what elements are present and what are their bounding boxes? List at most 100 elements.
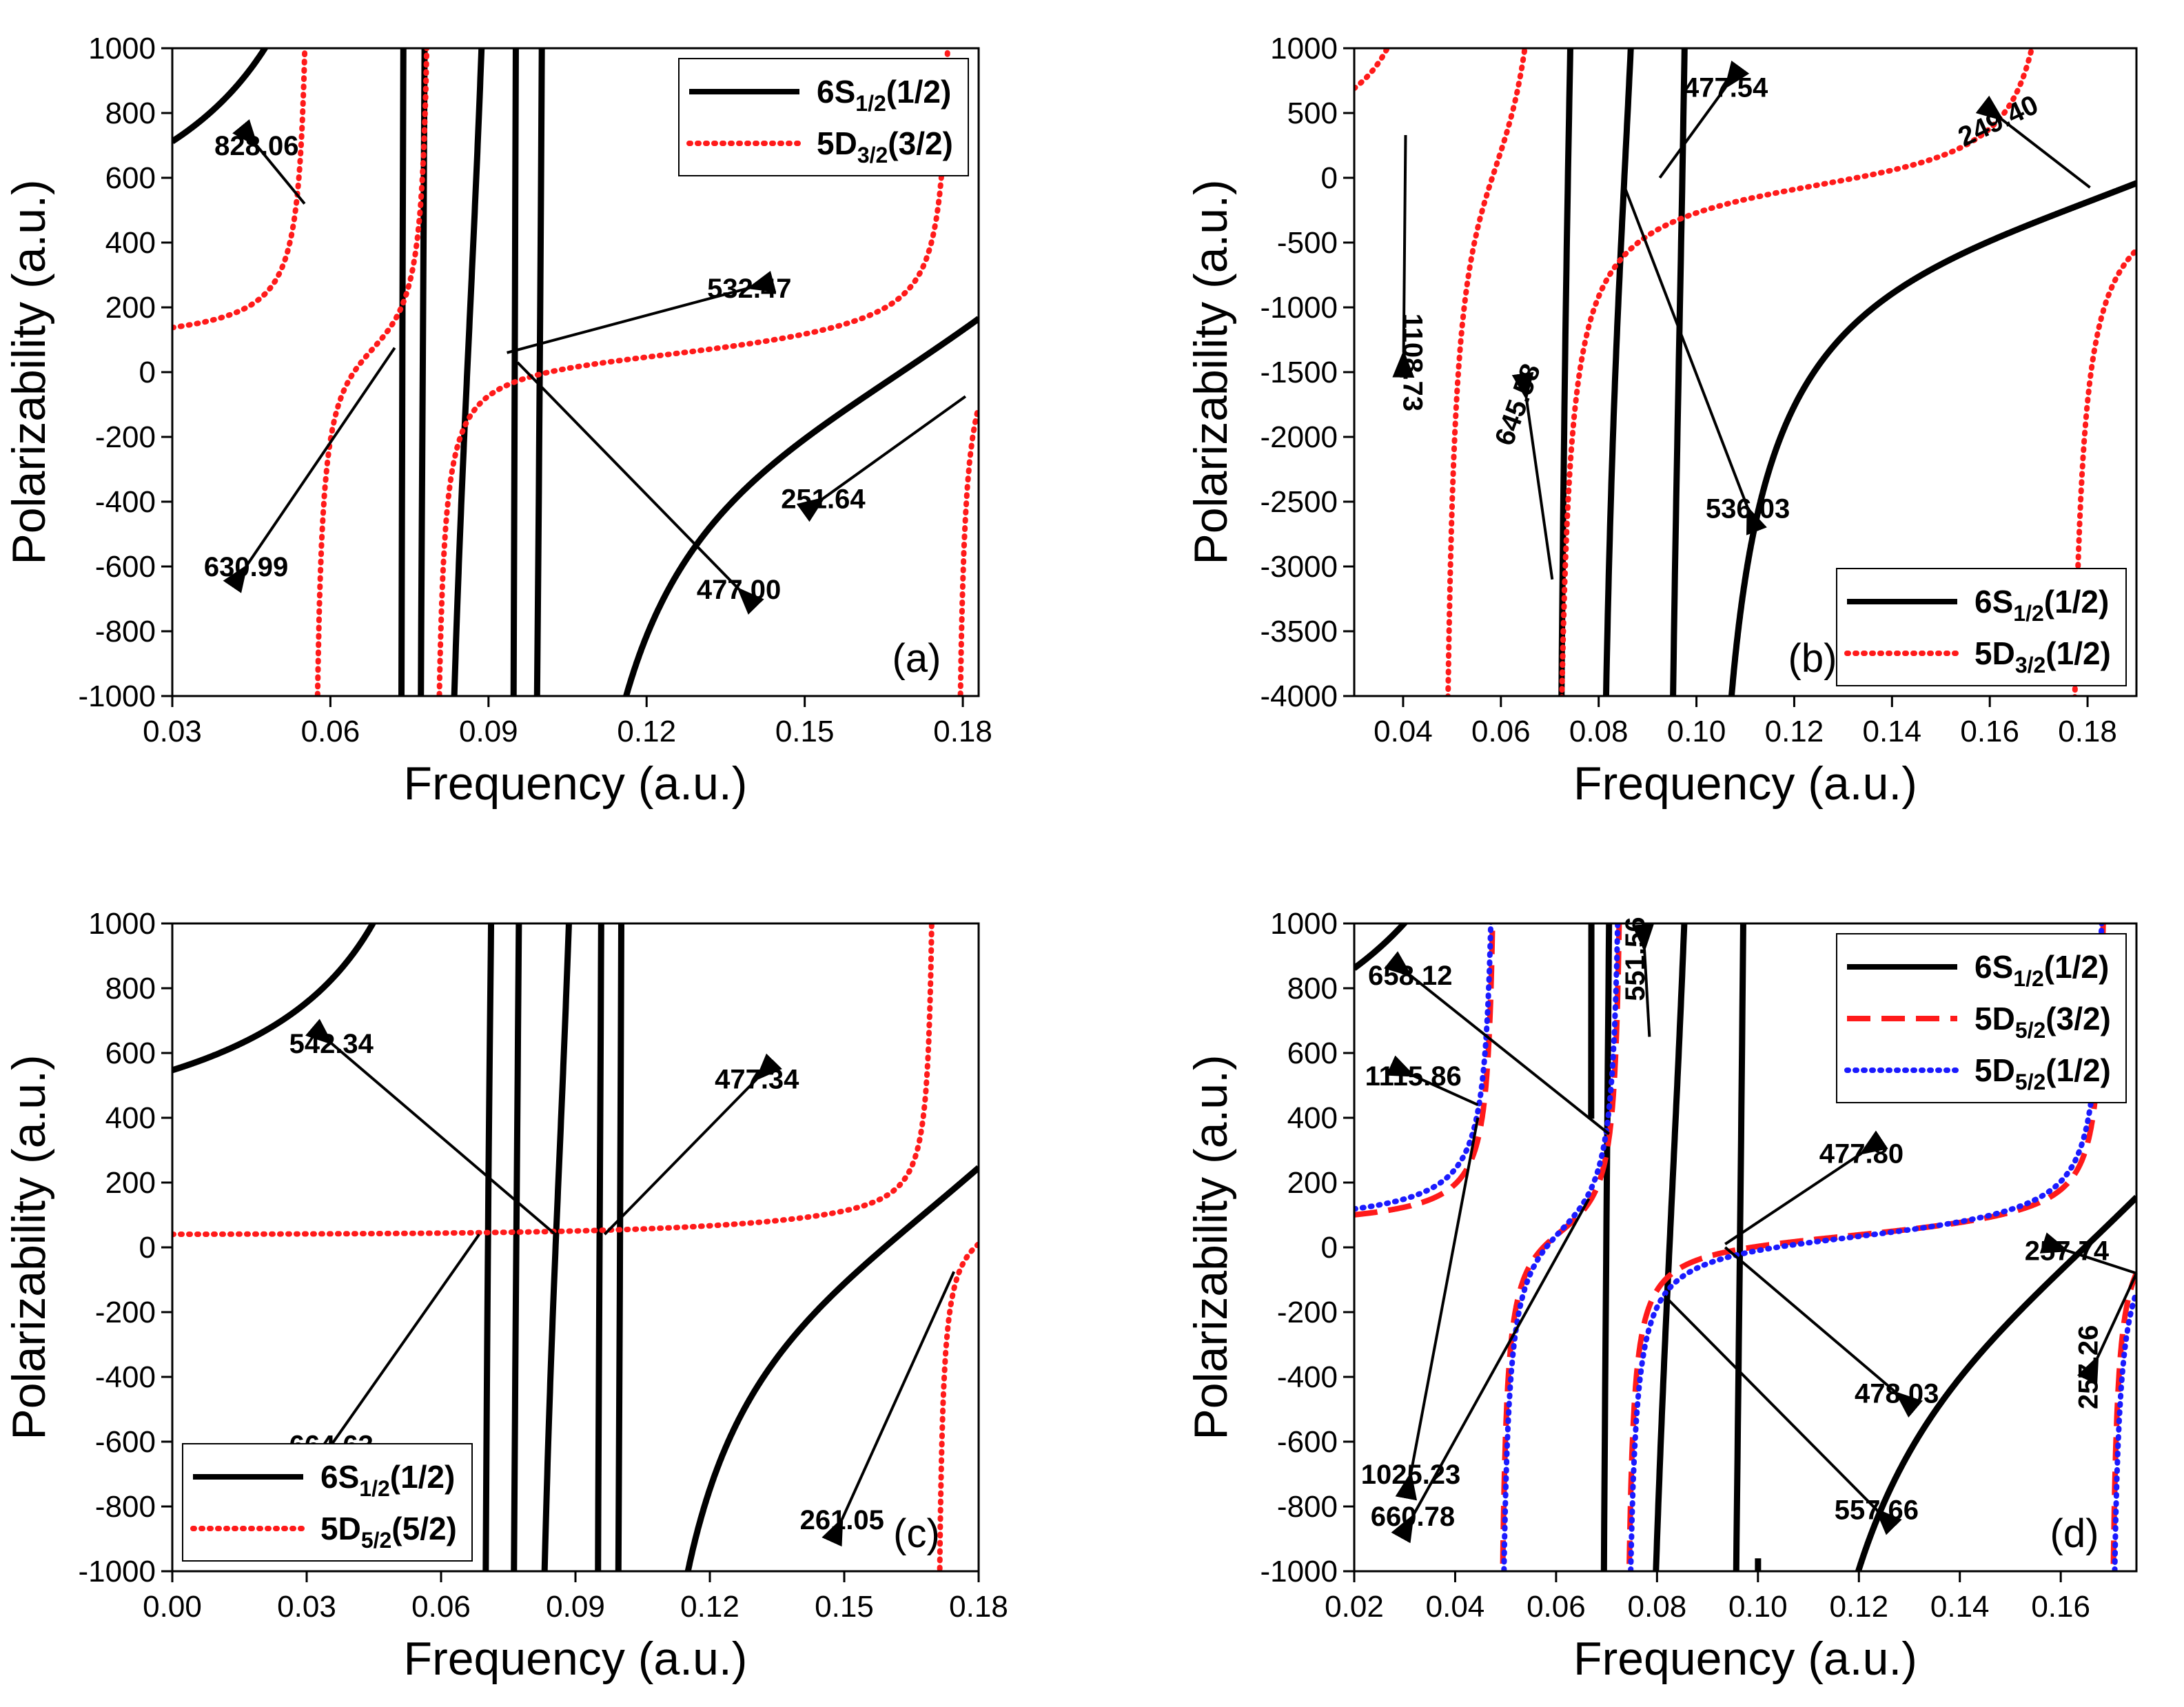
annotation-label: 536.03 <box>1706 493 1790 524</box>
x-tick-label: 0.10 <box>1728 1590 1788 1624</box>
x-tick-label: 0.16 <box>2031 1590 2090 1624</box>
x-tick-label: 0.14 <box>1930 1590 1990 1624</box>
x-tick-label: 0.18 <box>2058 715 2117 748</box>
y-tick-label: 0 <box>1321 1231 1338 1265</box>
series-line-1 <box>1354 48 2136 696</box>
y-axis-title: Polarizability (a.u.) <box>3 179 55 564</box>
annotation-label: 478.03 <box>1855 1379 1939 1409</box>
legend: 6S1/2(1/2) 5D3/2(1/2) <box>1836 568 2127 686</box>
y-tick-label: 400 <box>105 1101 156 1135</box>
legend-label: 6S1/2(1/2) <box>320 1459 455 1501</box>
legend-label: 5D3/2(3/2) <box>817 125 953 167</box>
x-tick-label: 0.12 <box>1765 715 1824 748</box>
annotation-1: 645.58 <box>1489 360 1554 580</box>
x-tick-label: 0.12 <box>1829 1590 1888 1624</box>
chart-panel-1: 0.04 0.06 0.08 0.10 0.12 0.14 0.16 0.18 -4000 -35… <box>1185 32 2138 810</box>
y-tick-label: -1000 <box>1260 291 1338 325</box>
annotation-6: 257.74 <box>2025 1232 2137 1275</box>
y-axis-title: Polarizability (a.u.) <box>1185 179 1237 564</box>
y-tick-label: 1000 <box>1270 32 1338 65</box>
annotation-4: 249.40 <box>1954 90 2091 189</box>
annotation-label: 542.34 <box>289 1029 374 1059</box>
x-tick-label: 0.04 <box>1374 715 1433 748</box>
series-group <box>1354 48 2136 696</box>
y-tick-label: -600 <box>95 1425 156 1459</box>
y-tick-label: -400 <box>95 1360 156 1394</box>
y-tick-label: -600 <box>1277 1425 1338 1459</box>
annotation-arrow <box>307 1234 480 1472</box>
x-tick-label: 0.12 <box>617 715 676 748</box>
x-tick-label: 0.10 <box>1667 715 1726 748</box>
y-tick-label: 600 <box>105 1036 156 1070</box>
series-line-0 <box>172 48 979 696</box>
x-axis-title: Frequency (a.u.) <box>1573 757 1917 810</box>
annotation-arrow <box>1724 1246 1923 1418</box>
annotation-2: 477.54 <box>1658 60 1768 179</box>
annotation-arrow <box>1724 1130 1888 1245</box>
annotation-label: 257.26 <box>2074 1325 2104 1409</box>
chart-panel-0: 0.03 0.06 0.09 0.12 0.15 0.18 -1000 -800 -600 -40… <box>3 32 992 810</box>
annotation-0: 658.12 <box>1368 951 1611 1136</box>
x-tick-label: 0.14 <box>1862 715 1921 748</box>
y-tick-label: 1000 <box>88 907 156 941</box>
annotation-0: 542.34 <box>289 1019 557 1236</box>
y-tick-label: 800 <box>105 972 156 1005</box>
x-axis-title: Frequency (a.u.) <box>404 757 748 810</box>
y-tick-label: -800 <box>95 615 156 648</box>
y-tick-label: 200 <box>105 291 156 325</box>
series-group <box>172 923 979 1571</box>
legend-label: 6S1/2(1/2) <box>817 74 951 116</box>
series-group <box>1354 923 2136 1571</box>
series-line-0 <box>1354 923 2136 1571</box>
annotation-1: 1115.86 <box>1365 1055 1479 1107</box>
annotation-arrow <box>305 1019 557 1236</box>
annotation-label: 1108.73 <box>1398 314 1428 411</box>
y-tick-label: 1000 <box>88 32 156 65</box>
annotation-arrow <box>507 271 777 354</box>
annotation-arrow <box>1384 951 1611 1136</box>
legend: 6S1/2(1/2) 5D5/2(3/2) 5D5/2(1/2) <box>1836 933 2127 1103</box>
series-group <box>172 48 979 696</box>
panel-label: (d) <box>2050 1511 2099 1556</box>
panel-label: (b) <box>1788 636 1837 681</box>
series-line-1 <box>172 48 979 696</box>
chart-panel-2: 0.00 0.03 0.06 0.09 0.12 0.15 0.18 -1000 -800 -60… <box>3 907 1008 1685</box>
y-tick-label: 0 <box>139 1231 156 1265</box>
x-tick-label: 0.09 <box>546 1590 605 1624</box>
annotation-0: 828.06 <box>214 119 306 205</box>
annotation-label: 828.06 <box>214 131 298 161</box>
x-tick-label: 0.04 <box>1426 1590 1485 1624</box>
annotation-3: 536.03 <box>1624 189 1790 535</box>
annotation-arrow <box>1658 60 1750 179</box>
annotation-3: 477.00 <box>516 361 781 615</box>
y-tick-label: 500 <box>1287 96 1338 130</box>
x-tick-label: 0.02 <box>1325 1590 1384 1624</box>
annotation-9: 257.26 <box>2074 1272 2138 1409</box>
x-tick-label: 0.15 <box>815 1590 874 1624</box>
annotation-3: 477.80 <box>1724 1130 1904 1245</box>
y-tick-label: -200 <box>95 420 156 454</box>
legend-label: 5D3/2(1/2) <box>1974 635 2111 677</box>
annotation-label: 249.40 <box>1954 90 2043 153</box>
y-tick-label: 600 <box>105 161 156 195</box>
y-tick-label: -200 <box>95 1296 156 1329</box>
y-tick-label: -400 <box>1277 1360 1338 1394</box>
annotation-label: 477.00 <box>697 575 781 605</box>
y-tick-label: 800 <box>1287 972 1338 1005</box>
y-tick-label: -200 <box>1277 1296 1338 1329</box>
annotation-4: 1025.23 <box>1361 1117 1480 1501</box>
legend-label: 6S1/2(1/2) <box>1974 949 2109 991</box>
annotation-label: 658.12 <box>1368 961 1452 991</box>
legend-label: 6S1/2(1/2) <box>1974 584 2109 626</box>
y-tick-label: 0 <box>139 356 156 389</box>
annotation-1: 532.47 <box>507 271 792 354</box>
y-tick-label: -1000 <box>78 679 156 713</box>
y-tick-label: 600 <box>1287 1036 1338 1070</box>
x-tick-label: 0.18 <box>933 715 992 748</box>
annotation-arrow <box>821 1271 956 1547</box>
annotation-arrow <box>1386 1055 1479 1107</box>
y-tick-label: -1000 <box>1260 1555 1338 1588</box>
y-tick-label: -1000 <box>78 1555 156 1588</box>
x-tick-label: 0.08 <box>1569 715 1629 748</box>
